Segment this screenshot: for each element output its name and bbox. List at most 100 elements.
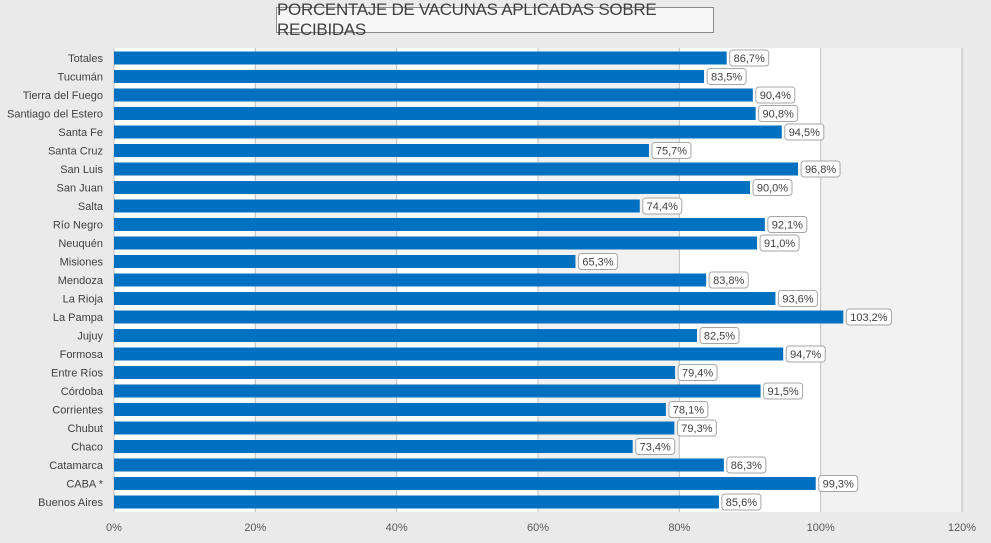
bar	[114, 51, 727, 65]
value-label-text: 83,5%	[711, 72, 742, 84]
value-label: 90,0%	[752, 179, 793, 196]
value-label: 74,4%	[642, 197, 683, 215]
category-label: Catamarca	[49, 460, 104, 472]
category-label: Río Negro	[53, 220, 103, 232]
value-label-box	[755, 86, 796, 104]
bar	[114, 162, 799, 176]
x-tick-label: 0%	[106, 522, 122, 534]
value-label-text: 99,3%	[823, 479, 854, 491]
bar	[114, 107, 756, 120]
value-label: 73,4%	[635, 438, 676, 455]
value-label: 75,7%	[651, 142, 692, 159]
category-label: Entre Ríos	[51, 368, 103, 380]
value-label: 92,1%	[767, 216, 808, 233]
category-label: Corrientes	[52, 405, 103, 417]
category-label: Buenos Aires	[38, 497, 103, 509]
bar	[114, 273, 707, 287]
category-label: Chubut	[68, 423, 103, 435]
value-label: 99,3%	[818, 475, 859, 492]
bar	[114, 144, 649, 157]
value-label-box	[726, 456, 767, 474]
value-label-box	[642, 197, 683, 215]
value-label-box	[845, 308, 892, 326]
bar	[114, 384, 761, 398]
bar	[114, 495, 719, 509]
value-label: 82,5%	[699, 327, 740, 344]
bars	[114, 51, 844, 509]
value-label-text: 79,3%	[681, 423, 712, 435]
value-label: 91,0%	[759, 234, 800, 252]
bar	[114, 218, 765, 231]
category-label: Santa Cruz	[48, 146, 103, 158]
category-label: Neuquén	[58, 238, 103, 250]
value-label-box	[777, 290, 818, 307]
value-label-box	[752, 179, 793, 196]
value-label: 85,6%	[721, 493, 762, 511]
value-label-text: 91,5%	[767, 386, 798, 398]
category-label: Tierra del Fuego	[23, 90, 103, 102]
value-label: 65,3%	[577, 253, 618, 270]
category-label: Formosa	[60, 349, 104, 361]
value-label: 94,5%	[784, 123, 825, 141]
x-tick-label: 80%	[668, 522, 690, 534]
value-label-text: 79,4%	[682, 368, 713, 380]
value-label-text: 103,2%	[850, 312, 888, 324]
bar	[114, 477, 816, 490]
value-label-box	[800, 160, 841, 178]
category-label: CABA *	[66, 479, 103, 491]
value-label: 79,3%	[676, 419, 717, 437]
x-tick-label: 120%	[948, 522, 976, 534]
value-label-text: 90,4%	[760, 90, 791, 102]
category-label: Totales	[68, 53, 103, 65]
value-label-box	[699, 327, 740, 344]
category-label: Córdoba	[61, 386, 104, 398]
plot-band	[820, 48, 962, 512]
bar	[114, 88, 753, 102]
category-label: Misiones	[60, 257, 104, 269]
bar	[114, 347, 784, 361]
value-label-box	[577, 253, 618, 270]
value-label-text: 90,0%	[757, 183, 788, 195]
value-label-box	[785, 345, 826, 363]
x-tick-label: 20%	[244, 522, 266, 534]
value-label: 78,1%	[668, 401, 709, 418]
bar	[114, 292, 776, 305]
value-label: 90,4%	[755, 86, 796, 104]
value-label-text: 78,1%	[673, 405, 704, 417]
value-label-box	[721, 493, 762, 511]
x-tick-label: 40%	[386, 522, 408, 534]
value-label-text: 65,3%	[582, 257, 613, 269]
value-label-text: 86,7%	[734, 53, 765, 65]
category-label: Jujuy	[77, 331, 103, 343]
value-label: 93,6%	[777, 290, 818, 307]
bar	[114, 458, 724, 472]
category-label: Santiago del Estero	[7, 109, 103, 121]
bar	[114, 403, 666, 416]
value-label: 86,3%	[726, 456, 767, 474]
value-label: 94,7%	[785, 345, 826, 363]
bar	[114, 310, 844, 324]
value-label-box	[668, 401, 709, 418]
x-axis-tick-labels: 0% 20% 40% 60% 80% 100% 120%	[106, 522, 976, 534]
bar	[114, 236, 758, 250]
bar	[114, 181, 750, 194]
value-label-text: 86,3%	[731, 460, 762, 472]
value-label: 83,5%	[706, 68, 747, 85]
value-label-box	[763, 382, 804, 400]
category-label: La Pampa	[53, 312, 104, 324]
value-label-box	[635, 438, 676, 455]
value-label-box	[677, 364, 718, 381]
category-label: Mendoza	[58, 275, 104, 287]
bar	[114, 440, 633, 453]
value-label-box	[706, 68, 747, 85]
value-label-text: 91,0%	[764, 238, 795, 250]
value-label-text: 92,1%	[772, 220, 803, 232]
value-label-text: 85,6%	[726, 497, 757, 509]
value-label-text: 90,8%	[763, 109, 794, 121]
bar	[114, 366, 676, 379]
bar	[114, 125, 782, 139]
category-labels: Totales Tucumán Tierra del Fuego Santiago d…	[7, 53, 104, 509]
value-label: 96,8%	[800, 160, 841, 178]
value-label: 90,8%	[758, 105, 799, 122]
category-label: Salta	[78, 201, 104, 213]
